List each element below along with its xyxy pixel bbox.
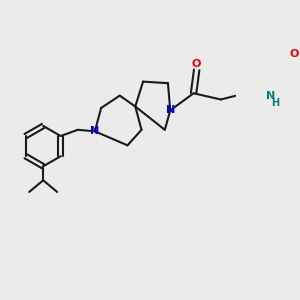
Text: N: N (166, 105, 175, 116)
Text: H: H (271, 98, 279, 108)
Text: O: O (289, 49, 298, 58)
Text: N: N (266, 91, 275, 100)
Text: O: O (192, 59, 201, 69)
Text: N: N (90, 126, 100, 136)
